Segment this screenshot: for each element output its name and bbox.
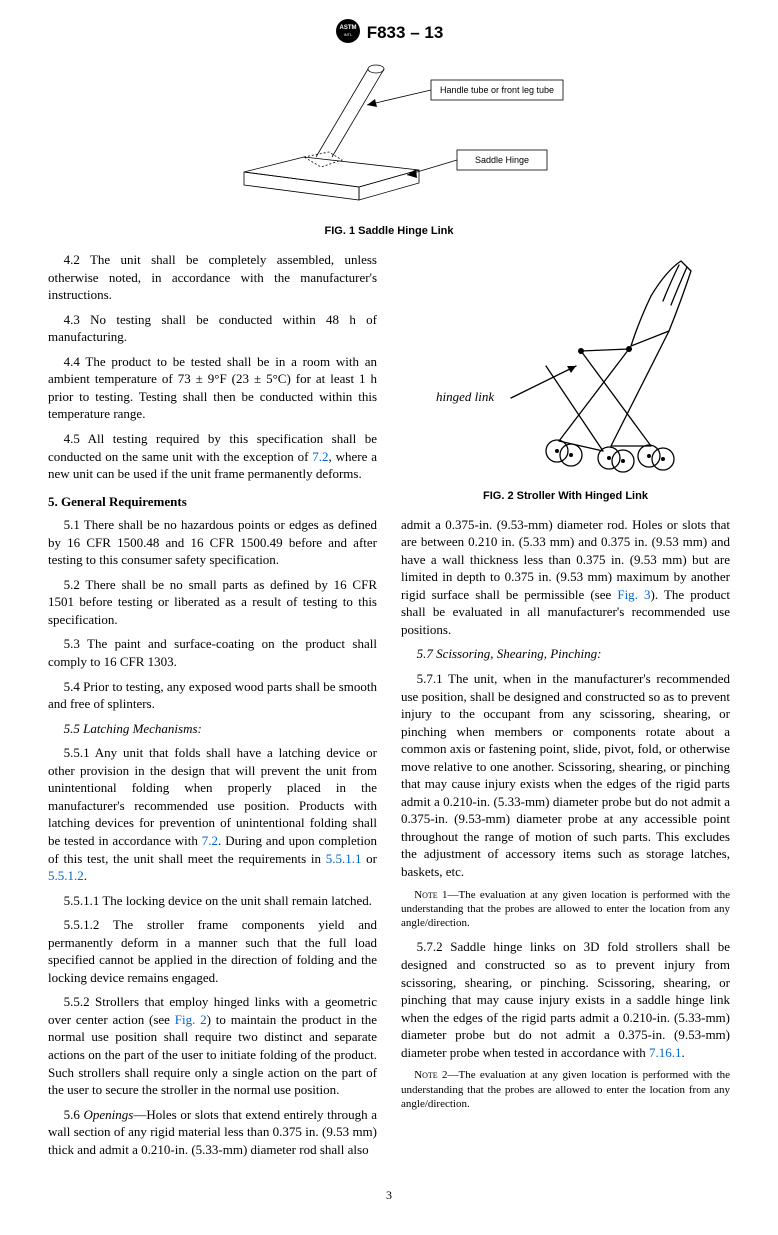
xref-5-5-1-1[interactable]: 5.5.1.1 <box>326 851 362 866</box>
note-2: Note 2—The evaluation at any given locat… <box>401 1068 730 1111</box>
svg-text:ASTM: ASTM <box>339 25 356 31</box>
xref-7-16-1[interactable]: 7.16.1 <box>649 1045 682 1060</box>
fig1-callout-top: Handle tube or front leg tube <box>440 85 554 95</box>
document-id: F833 – 13 <box>367 23 444 43</box>
para-5-2: 5.2 There shall be no small parts as def… <box>48 576 377 629</box>
section-5-heading: 5. General Requirements <box>48 493 377 511</box>
page-header: ASTM INTL F833 – 13 <box>48 18 730 49</box>
para-4-2: 4.2 The unit shall be completely assembl… <box>48 251 377 304</box>
para-5-6-continued: admit a 0.375-in. (9.53-mm) diameter rod… <box>401 516 730 639</box>
para-4-3: 4.3 No testing shall be conducted within… <box>48 311 377 346</box>
para-4-4: 4.4 The product to be tested shall be in… <box>48 353 377 423</box>
fig2-hinged-link-label: hinged link <box>436 389 494 404</box>
astm-logo-icon: ASTM INTL <box>335 18 361 49</box>
note-1: Note 1—The evaluation at any given locat… <box>401 888 730 931</box>
para-5-6: 5.6 Openings—Holes or slots that extend … <box>48 1106 377 1159</box>
left-column: 4.2 The unit shall be completely assembl… <box>48 251 377 1165</box>
saddle-hinge-diagram: Handle tube or front leg tube Saddle Hin… <box>209 57 569 217</box>
para-5-5-1: 5.5.1 Any unit that folds shall have a l… <box>48 744 377 884</box>
right-column: hinged link FIG. 2 Stroller With Hinged … <box>401 251 730 1165</box>
para-5-1: 5.1 There shall be no hazardous points o… <box>48 516 377 569</box>
figure-1: Handle tube or front leg tube Saddle Hin… <box>48 57 730 238</box>
xref-fig-2[interactable]: Fig. 2 <box>175 1012 207 1027</box>
para-5-5-heading: 5.5 Latching Mechanisms: <box>48 720 377 738</box>
para-5-5-2: 5.5.2 Strollers that employ hinged links… <box>48 993 377 1098</box>
fig1-callout-bottom: Saddle Hinge <box>475 155 529 165</box>
figure-2: hinged link FIG. 2 Stroller With Hinged … <box>401 251 730 502</box>
xref-7-2[interactable]: 7.2 <box>312 449 328 464</box>
para-5-7-2: 5.7.2 Saddle hinge links on 3D fold stro… <box>401 938 730 1061</box>
svg-text:INTL: INTL <box>343 32 352 37</box>
para-5-5-1-2: 5.5.1.2 The stroller frame components yi… <box>48 916 377 986</box>
figure-1-caption: FIG. 1 Saddle Hinge Link <box>48 225 730 237</box>
para-4-5: 4.5 All testing required by this specifi… <box>48 430 377 483</box>
page-number: 3 <box>48 1187 730 1203</box>
xref-5-5-1-2[interactable]: 5.5.1.2 <box>48 868 84 883</box>
xref-fig-3[interactable]: Fig. 3 <box>617 587 650 602</box>
figure-2-caption: FIG. 2 Stroller With Hinged Link <box>401 490 730 502</box>
para-5-5-1-1: 5.5.1.1 The locking device on the unit s… <box>48 892 377 910</box>
xref-7-2-b[interactable]: 7.2 <box>202 833 218 848</box>
stroller-diagram: hinged link <box>431 251 701 481</box>
para-5-3: 5.3 The paint and surface-coating on the… <box>48 635 377 670</box>
para-5-7-1: 5.7.1 The unit, when in the manufacturer… <box>401 670 730 881</box>
para-5-7-heading: 5.7 Scissoring, Shearing, Pinching: <box>401 645 730 663</box>
para-5-4: 5.4 Prior to testing, any exposed wood p… <box>48 678 377 713</box>
